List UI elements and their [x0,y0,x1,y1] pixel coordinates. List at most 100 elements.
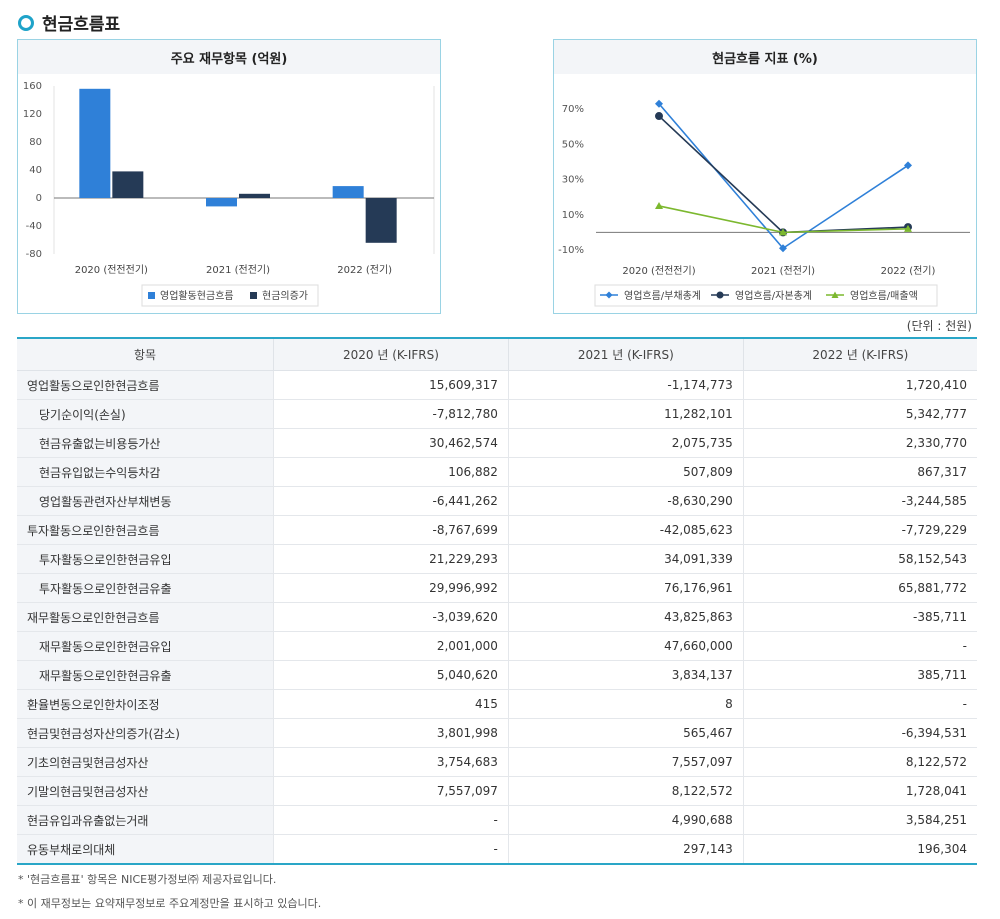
legend-swatch [148,292,155,299]
row-label: 재무활동으로인한현금유출 [17,660,274,690]
table-row: 현금유출없는비용등가산 30,462,574 2,075,735 2,330,770 [17,428,977,458]
header-2022: 2022 년 (K-IFRS) [743,338,977,371]
row-label: 당기순이익(손실) [17,399,274,429]
row-label: 현금유출없는비용등가산 [17,428,274,458]
series-line [658,115,909,234]
row-label: 유동부채로의대체 [17,834,274,865]
cell-value: 7,557,097 [508,747,744,777]
cell-value: 415 [273,689,509,719]
header-item: 항목 [17,338,274,371]
row-label: 환율변동으로인한차이조정 [17,689,274,719]
data-point [779,228,787,236]
cell-value: 5,342,777 [743,399,977,429]
legend-box [141,284,319,307]
cell-value: 47,660,000 [508,631,744,661]
cell-value: 106,882 [273,457,509,487]
data-point [655,99,663,108]
cell-value: 3,754,683 [273,747,509,777]
bar-chart: 160 120 80 40 0 -40 -80 2020 (전전전기) 2021 (전전기) 20… [23,81,435,307]
cell-value: 2,075,735 [508,428,744,458]
table-row: 영업활동으로인한현금흐름 15,609,317 -1,174,773 1,720,41… [17,370,977,400]
bar [112,171,144,198]
row-label: 투자활동으로인한현금흐름 [17,515,274,545]
footnote: * '현금흐름표' 항목은 NICE평가정보㈜ 제공자료입니다. [18,873,277,886]
cell-value: -8,630,290 [508,486,744,516]
cell-value: 76,176,961 [508,573,744,603]
cell-value: 867,317 [743,457,977,487]
cell-value: -42,085,623 [508,515,744,545]
unit-note: (단위 : 천원) [906,319,972,333]
cell-value: - [743,689,977,719]
bar-chart-title: 주요 재무항목 (억원) [18,40,440,74]
row-label: 영업활동으로인한현금흐름 [17,370,274,400]
cell-value: 507,809 [508,457,744,487]
cashflow-table: 항목 2020 년 (K-IFRS) 2021 년 (K-IFRS) 2022 … [17,337,977,865]
row-label: 현금유입없는수익등차감 [17,457,274,487]
cell-value: 8,122,572 [508,776,744,806]
cell-value: 7,557,097 [273,776,509,806]
table-row: 기초의현금및현금성자산 3,754,683 7,557,097 8,122,572 [17,747,977,777]
bar [79,88,111,198]
table-row: 현금유입없는수익등차감 106,882 507,809 867,317 [17,457,977,487]
table-row: 현금및현금성자산의증가(감소) 3,801,998 565,467 -6,394,53… [17,718,977,748]
cell-value: 297,143 [508,834,744,865]
cell-value: 5,040,620 [273,660,509,690]
table-row: 현금유입과유출없는거래 -4,990,688 3,584,251 [17,805,977,835]
legend-label: 영업흐름/매출액 [850,289,918,302]
table-header-row: 항목 2020 년 (K-IFRS) 2021 년 (K-IFRS) 2022 … [17,338,977,371]
row-label: 영업활동관련자산부채변동 [17,486,274,516]
bar [239,193,270,198]
cell-value: -3,244,585 [743,486,977,516]
legend-swatch [250,292,257,299]
cell-value: 385,711 [743,660,977,690]
legend-label: 영업흐름/부채총계 [624,289,701,302]
data-point [904,224,912,232]
cell-value: 15,609,317 [273,370,509,400]
cell-value: 58,152,543 [743,544,977,574]
table-row: 당기순이익(손실) -7,812,780 11,282,101 5,342,777 [17,399,977,429]
cell-value: 2,330,770 [743,428,977,458]
cell-value: 34,091,339 [508,544,744,574]
cell-value: -6,394,531 [743,718,977,748]
cell-value: 4,990,688 [508,805,744,835]
table-row: 영업활동관련자산부채변동 -6,441,262 -8,630,290 -3,244,5… [17,486,977,516]
y-tick-label: 40 [29,165,42,176]
line-chart-panel: 현금흐름 지표 (%) 70% 50% 30% 10% -10% 2020 (전전전기) 2… [553,39,977,314]
row-label: 재무활동으로인한현금유입 [17,631,274,661]
y-tick-label: 10% [562,210,584,221]
y-tick-label: 70% [562,104,584,115]
bar [365,198,397,243]
x-tick-label: 2021 (전전기) [206,264,270,276]
table-row: 투자활동으로인한현금흐름 -8,767,699 -42,085,623 -7,729,… [17,515,977,545]
header-2021: 2021 년 (K-IFRS) [508,338,744,371]
cell-value: -6,441,262 [273,486,509,516]
legend-marker [605,291,613,299]
legend-box [594,284,938,307]
header-2020: 2020 년 (K-IFRS) [273,338,509,371]
y-tick-label: 120 [23,109,42,120]
legend-marker [831,291,839,298]
cell-value: 3,801,998 [273,718,509,748]
data-point [655,201,663,209]
y-tick-label: -10% [558,245,584,256]
row-label: 현금유입과유출없는거래 [17,805,274,835]
row-label: 투자활동으로인한현금유출 [17,573,274,603]
cell-value: -3,039,620 [273,602,509,632]
y-tick-label: 30% [562,175,584,186]
row-label: 재무활동으로인한현금흐름 [17,602,274,632]
cell-value: 196,304 [743,834,977,865]
table-row: 유동부채로의대체 -297,143 196,304 [17,834,977,865]
cell-value: 43,825,863 [508,602,744,632]
row-label: 기말의현금및현금성자산 [17,776,274,806]
data-point [655,112,663,121]
row-label: 기초의현금및현금성자산 [17,747,274,777]
cell-value: 65,881,772 [743,573,977,603]
data-point [904,161,912,170]
cell-value: 11,282,101 [508,399,744,429]
bar-chart-panel: 주요 재무항목 (억원) 160 120 80 40 0 -40 -80 2020 (전전전기… [17,39,441,314]
cell-value: 3,834,137 [508,660,744,690]
cell-value: 8 [508,689,744,719]
table-row: 재무활동으로인한현금유입 2,001,000 47,660,000- [17,631,977,661]
table-row: 투자활동으로인한현금유입 21,229,293 34,091,339 58,152,5… [17,544,977,574]
cell-value: 2,001,000 [273,631,509,661]
